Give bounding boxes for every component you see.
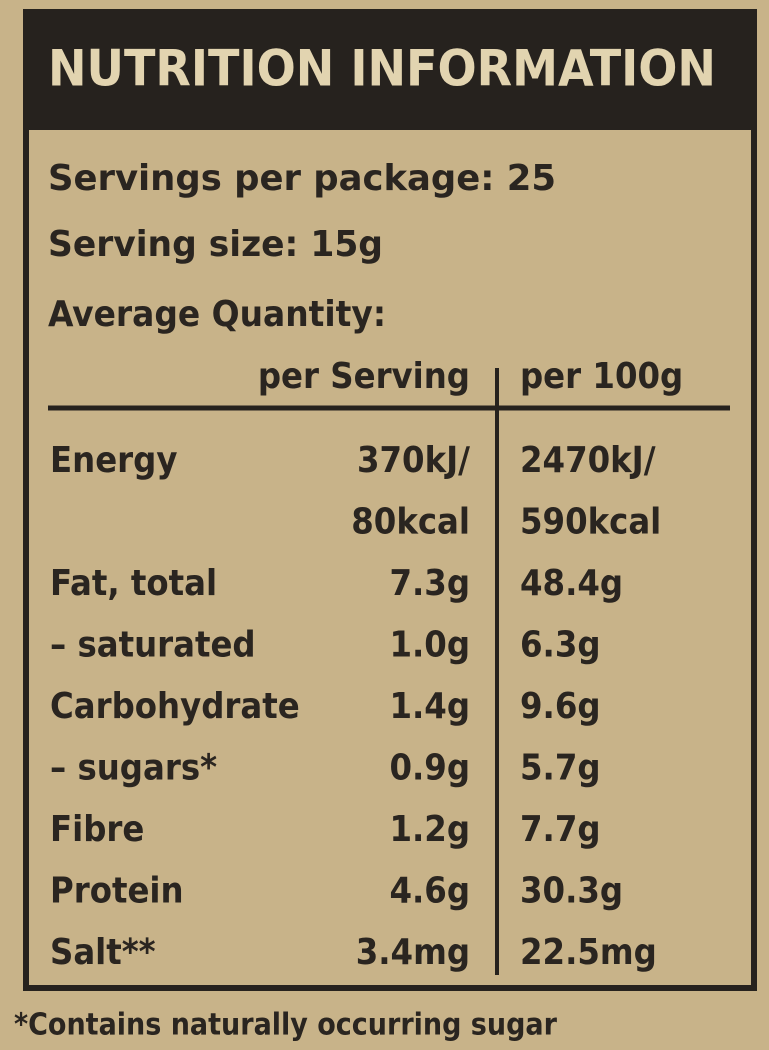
per-serving-value: 1.0g [389,625,470,666]
servings-per-package: Servings per package: 25 [48,158,556,199]
per-serving-value: 80kcal [351,502,470,543]
per-serving-value: 0.9g [389,748,470,789]
column-header: per Serving [258,356,470,397]
row-label: Fibre [50,809,144,850]
per-100g-value: 30.3g [520,871,623,912]
row-label: Protein [50,871,184,912]
row-label: Salt** [50,932,156,973]
average-quantity: Average Quantity: [48,294,386,335]
per-100g-value: 22.5mg [520,932,657,973]
row-label: Fat, total [50,563,217,604]
row-label: Carbohydrate [50,686,300,727]
per-serving-value: 1.4g [389,686,470,727]
column-header: per 100g [520,356,683,397]
per-serving-value: 4.6g [389,871,470,912]
per-serving-value: 3.4mg [356,932,470,973]
per-100g-value: 590kcal [520,502,661,543]
per-serving-value: 7.3g [389,563,470,604]
row-label: Energy [50,440,177,481]
per-100g-value: 48.4g [520,563,623,604]
per-100g-value: 6.3g [520,625,601,666]
per-serving-value: 370kJ/ [357,440,470,481]
per-100g-value: 7.7g [520,809,601,850]
footnote: *Contains naturally occurring sugar [14,1008,558,1043]
header-bar [26,10,754,130]
per-100g-value: 9.6g [520,686,601,727]
row-label: – saturated [50,625,256,666]
per-100g-value: 2470kJ/ [520,440,656,481]
row-label: – sugars* [50,748,217,789]
per-serving-value: 1.2g [389,809,470,850]
per-100g-value: 5.7g [520,748,601,789]
serving-size: Serving size: 15g [48,224,383,265]
title: NUTRITION INFORMATION [48,40,716,98]
